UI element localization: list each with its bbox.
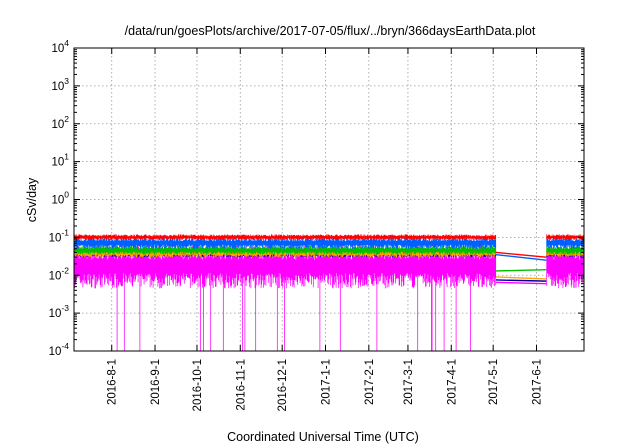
series-5 (74, 244, 585, 351)
plot-area (74, 234, 585, 351)
x-tick-label: 2016-11-1 (235, 359, 247, 411)
x-tick-label: 2016-9-1 (150, 359, 162, 405)
series-band (74, 244, 585, 351)
x-tick-label: 2016-10-1 (192, 359, 204, 411)
series-gap-line (495, 276, 547, 280)
series-gap-line (495, 269, 547, 272)
x-tick-label: 2017-2-1 (364, 359, 376, 405)
y-tick-label: 100 (51, 190, 69, 207)
x-tick-label: 2017-3-1 (403, 359, 415, 405)
x-tick-label: 2016-12-1 (277, 359, 289, 411)
x-tick-label: 2016-8-1 (107, 359, 119, 405)
y-tick-label: 10-2 (49, 265, 70, 282)
x-tick-label: 2017-6-1 (531, 359, 543, 405)
y-tick-label: 102 (51, 114, 69, 131)
x-tick-label: 2017-5-1 (488, 359, 500, 405)
y-tick-label: 101 (51, 152, 69, 169)
series-gap-line (495, 253, 547, 261)
y-tick-label: 10-4 (49, 341, 70, 358)
series-gap-line (495, 281, 547, 285)
grid-lines (74, 48, 584, 351)
y-axis-label: cSv/day (25, 177, 39, 222)
x-axis-label: Coordinated Universal Time (UTC) (227, 430, 419, 444)
y-tick-label: 10-1 (49, 227, 70, 244)
x-axis: 2016-8-1 2016-9-1 2016-10-1 2016-11-1 2016-1… (107, 48, 543, 411)
y-tick-label: 10-3 (49, 303, 70, 320)
y-axis: 10-4 10-3 10-2 10-1 100 101 102 103 104 (49, 38, 584, 358)
y-tick-label: 104 (51, 38, 69, 55)
chart-title: /data/run/goesPlots/archive/2017-07-05/f… (125, 24, 536, 38)
series-gap-line (495, 279, 547, 282)
x-tick-label: 2017-1-1 (321, 359, 333, 405)
y-tick-label: 103 (51, 76, 69, 93)
series-gap-line (495, 251, 547, 258)
x-tick-label: 2017-4-1 (446, 359, 458, 405)
